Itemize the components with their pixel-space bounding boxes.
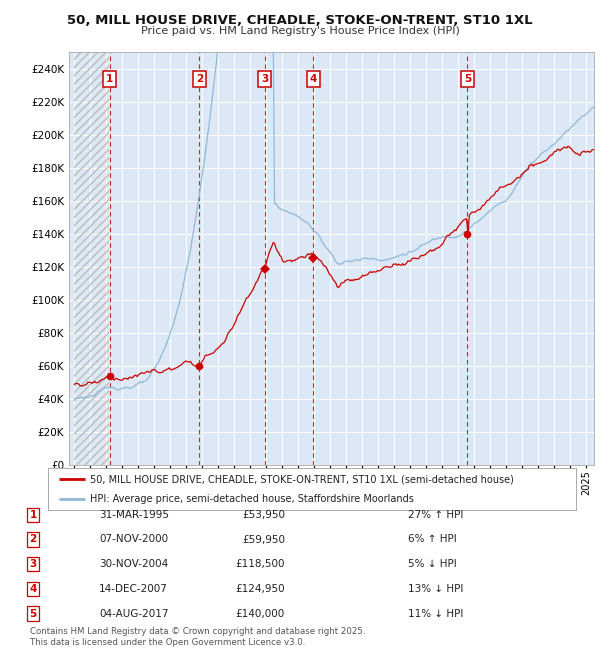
Text: 04-AUG-2017: 04-AUG-2017 bbox=[99, 608, 169, 619]
Text: Price paid vs. HM Land Registry's House Price Index (HPI): Price paid vs. HM Land Registry's House … bbox=[140, 26, 460, 36]
Text: 1: 1 bbox=[106, 74, 113, 84]
Text: Contains HM Land Registry data © Crown copyright and database right 2025.
This d: Contains HM Land Registry data © Crown c… bbox=[30, 627, 365, 647]
Text: 5: 5 bbox=[29, 608, 37, 619]
Text: 11% ↓ HPI: 11% ↓ HPI bbox=[408, 608, 463, 619]
Text: 30-NOV-2004: 30-NOV-2004 bbox=[99, 559, 168, 569]
Text: 50, MILL HOUSE DRIVE, CHEADLE, STOKE-ON-TRENT, ST10 1XL (semi-detached house): 50, MILL HOUSE DRIVE, CHEADLE, STOKE-ON-… bbox=[90, 474, 514, 484]
Text: 3: 3 bbox=[261, 74, 268, 84]
Text: 07-NOV-2000: 07-NOV-2000 bbox=[99, 534, 168, 545]
Text: 13% ↓ HPI: 13% ↓ HPI bbox=[408, 584, 463, 594]
Text: 5: 5 bbox=[464, 74, 471, 84]
Text: 2: 2 bbox=[196, 74, 203, 84]
Text: £118,500: £118,500 bbox=[235, 559, 285, 569]
Text: 50, MILL HOUSE DRIVE, CHEADLE, STOKE-ON-TRENT, ST10 1XL: 50, MILL HOUSE DRIVE, CHEADLE, STOKE-ON-… bbox=[67, 14, 533, 27]
Text: 3: 3 bbox=[29, 559, 37, 569]
Text: £53,950: £53,950 bbox=[242, 510, 285, 520]
Text: 27% ↑ HPI: 27% ↑ HPI bbox=[408, 510, 463, 520]
Text: 14-DEC-2007: 14-DEC-2007 bbox=[99, 584, 168, 594]
Text: 4: 4 bbox=[29, 584, 37, 594]
Text: 4: 4 bbox=[310, 74, 317, 84]
Text: 31-MAR-1995: 31-MAR-1995 bbox=[99, 510, 169, 520]
Text: 2: 2 bbox=[29, 534, 37, 545]
Text: £124,950: £124,950 bbox=[235, 584, 285, 594]
Text: 6% ↑ HPI: 6% ↑ HPI bbox=[408, 534, 457, 545]
Text: 1: 1 bbox=[29, 510, 37, 520]
Text: 5% ↓ HPI: 5% ↓ HPI bbox=[408, 559, 457, 569]
Text: HPI: Average price, semi-detached house, Staffordshire Moorlands: HPI: Average price, semi-detached house,… bbox=[90, 494, 414, 504]
Text: £59,950: £59,950 bbox=[242, 534, 285, 545]
Text: £140,000: £140,000 bbox=[236, 608, 285, 619]
